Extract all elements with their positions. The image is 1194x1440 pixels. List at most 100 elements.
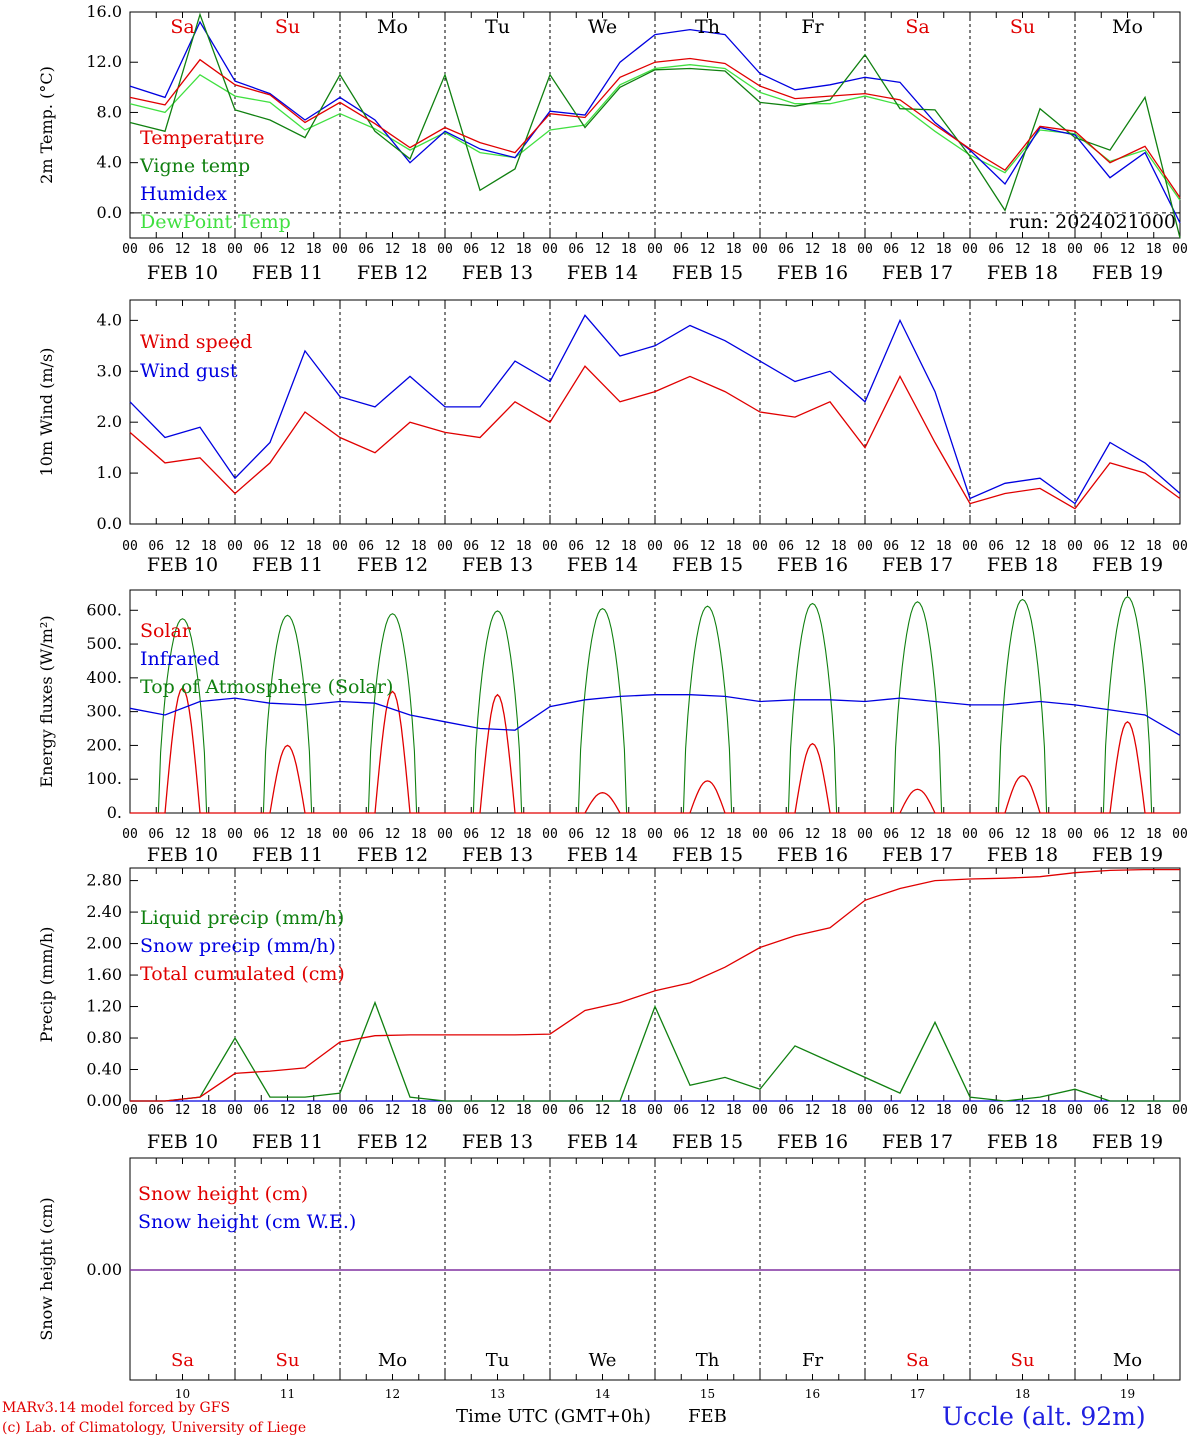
hour-tick-label: 06	[253, 827, 269, 842]
y-tick-label: 8.0	[97, 102, 122, 121]
y-tick-label: 600.	[86, 600, 122, 619]
hour-tick-label: 06	[463, 539, 479, 554]
hour-tick-label: 00	[962, 539, 978, 554]
day-number-label: 14	[595, 1387, 611, 1401]
temp-series-line	[129, 64, 1181, 201]
y-tick-label: 2.00	[86, 934, 122, 953]
hour-tick-label: 00	[437, 827, 453, 842]
date-label: FEB 12	[357, 844, 428, 866]
solar-line	[1075, 720, 1180, 814]
weekday-label: Sa	[906, 1350, 929, 1371]
hour-tick-label: 00	[647, 539, 663, 554]
hour-tick-label: 00	[1172, 1103, 1188, 1118]
credit-line-2: (c) Lab. of Climatology, University of L…	[2, 1420, 307, 1436]
hour-tick-label: 12	[1120, 539, 1136, 554]
hour-tick-label: 18	[936, 539, 952, 554]
hour-tick-label: 18	[831, 539, 847, 554]
hour-tick-label: 12	[490, 539, 506, 554]
weekday-label: Su	[1010, 16, 1035, 38]
hour-tick-label: 00	[647, 827, 663, 842]
wind-series-line	[129, 314, 1181, 505]
hour-tick-label: 00	[857, 827, 873, 842]
hour-tick-label: 12	[490, 242, 506, 257]
date-label: FEB 16	[777, 262, 848, 284]
hour-tick-label: 06	[358, 1103, 374, 1118]
date-label: FEB 17	[882, 554, 953, 576]
hour-tick-label: 18	[1041, 827, 1057, 842]
weekday-label: Su	[276, 1350, 300, 1371]
y-tick-label: 0.0	[97, 203, 122, 222]
hour-tick-label: 12	[280, 539, 296, 554]
date-label: FEB 16	[777, 554, 848, 576]
hour-tick-label: 06	[358, 242, 374, 257]
hour-tick-label: 18	[411, 242, 427, 257]
hour-tick-label: 12	[1015, 827, 1031, 842]
weekday-label: Th	[696, 1350, 720, 1371]
legend-entry: Solar	[140, 620, 192, 642]
y-tick-label: 500.	[86, 634, 122, 653]
weekday-label: Tu	[485, 16, 510, 38]
hour-tick-label: 06	[883, 827, 899, 842]
hour-tick-label: 18	[621, 242, 637, 257]
hour-tick-label: 06	[148, 1103, 164, 1118]
date-label: FEB 11	[252, 262, 323, 284]
solar-line	[445, 693, 550, 814]
hour-tick-label: 06	[883, 539, 899, 554]
legend-entry: Wind speed	[140, 331, 252, 353]
hour-tick-label: 00	[332, 242, 348, 257]
hour-tick-label: 00	[1172, 242, 1188, 257]
legend-entry: Temperature	[140, 127, 264, 149]
hour-tick-label: 12	[910, 539, 926, 554]
hour-tick-label: 00	[437, 539, 453, 554]
hour-tick-label: 00	[332, 539, 348, 554]
legend-entry: Humidex	[140, 183, 227, 205]
hour-tick-label: 18	[621, 827, 637, 842]
toa-solar-line	[655, 605, 760, 814]
hour-tick-label: 00	[1172, 539, 1188, 554]
y-tick-label: 300.	[86, 702, 122, 721]
hour-tick-label: 06	[463, 242, 479, 257]
date-label: FEB 15	[672, 1131, 743, 1153]
date-label: FEB 15	[672, 554, 743, 576]
hour-tick-label: 06	[358, 827, 374, 842]
temp-series-line	[129, 57, 1181, 199]
legend-entry: Infrared	[140, 648, 220, 670]
hour-tick-label: 00	[227, 827, 243, 842]
hour-tick-label: 12	[280, 827, 296, 842]
liquid-precip-line	[130, 1000, 1180, 1102]
legend-entry: Top of Atmosphere (Solar)	[140, 676, 393, 698]
legend-entry: Wind gust	[140, 360, 238, 382]
hour-tick-label: 06	[1093, 539, 1109, 554]
hour-tick-label: 06	[148, 539, 164, 554]
date-label: FEB 12	[357, 554, 428, 576]
weekday-label: Mo	[377, 16, 408, 38]
y-tick-label: 200.	[86, 735, 122, 754]
hour-tick-label: 06	[148, 242, 164, 257]
temp-series-line	[129, 12, 1181, 239]
hour-tick-label: 00	[752, 539, 768, 554]
date-label: FEB 10	[147, 262, 218, 284]
hour-tick-label: 06	[673, 827, 689, 842]
toa-solar-line	[760, 602, 865, 814]
solar-line	[130, 687, 235, 814]
hour-tick-label: 12	[1015, 539, 1031, 554]
hour-tick-label: 12	[1120, 827, 1136, 842]
hour-tick-label: 18	[411, 1103, 427, 1118]
weekday-label: We	[588, 16, 617, 38]
hour-tick-label: 12	[385, 1103, 401, 1118]
hour-tick-label: 18	[1146, 1103, 1162, 1118]
hour-tick-label: 12	[1015, 242, 1031, 257]
hour-tick-label: 18	[621, 539, 637, 554]
hour-tick-label: 00	[122, 242, 138, 257]
hour-tick-label: 06	[883, 1103, 899, 1118]
legend-entry: Snow height (cm W.E.)	[138, 1211, 356, 1233]
hour-tick-label: 06	[673, 539, 689, 554]
hour-tick-label: 12	[595, 539, 611, 554]
hour-tick-label: 18	[201, 1103, 217, 1118]
hour-tick-label: 00	[542, 827, 558, 842]
hour-tick-label: 06	[568, 1103, 584, 1118]
hour-tick-label: 06	[778, 539, 794, 554]
hour-tick-label: 12	[490, 1103, 506, 1118]
hour-tick-label: 00	[1067, 827, 1083, 842]
date-label: FEB 19	[1092, 1131, 1163, 1153]
